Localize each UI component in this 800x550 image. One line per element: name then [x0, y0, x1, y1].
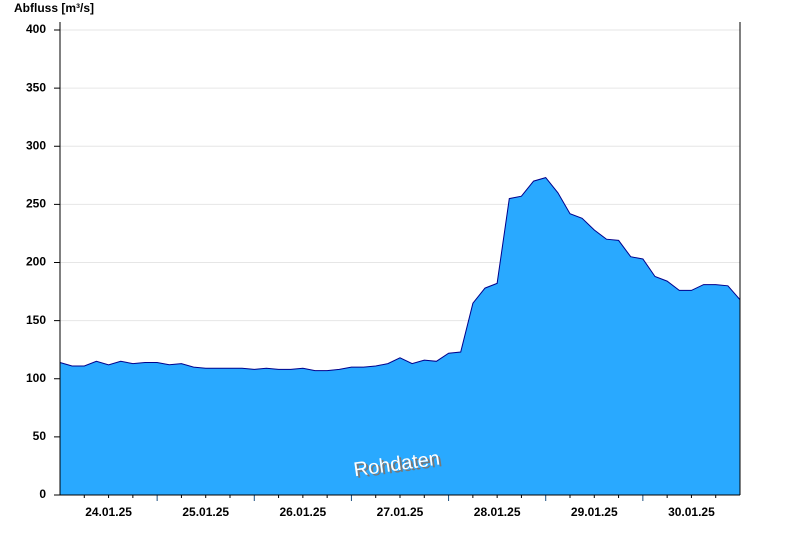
x-tick-label: 25.01.25 — [182, 505, 229, 519]
x-tick-label: 26.01.25 — [279, 505, 326, 519]
x-tick-label: 28.01.25 — [474, 505, 521, 519]
y-axis-label: Abfluss [m³/s] — [14, 1, 94, 15]
y-tick-label: 200 — [26, 255, 46, 269]
area — [60, 177, 740, 495]
y-tick-label: 100 — [26, 371, 46, 385]
line — [59, 177, 741, 372]
x-tick-label: 27.01.25 — [377, 505, 424, 519]
y-tick-label: 400 — [26, 22, 46, 36]
y-tick-label: 250 — [26, 197, 46, 211]
x-tick-label: 24.01.25 — [85, 505, 132, 519]
y-tick-label: 0 — [39, 487, 46, 501]
y-tick-label: 150 — [26, 313, 46, 327]
x-tick-label: 30.01.25 — [668, 505, 715, 519]
y-tick-label: 50 — [33, 429, 47, 443]
y-tick-label: 300 — [26, 138, 46, 152]
x-tick-label: 29.01.25 — [571, 505, 618, 519]
y-tick-label: 350 — [26, 80, 46, 94]
